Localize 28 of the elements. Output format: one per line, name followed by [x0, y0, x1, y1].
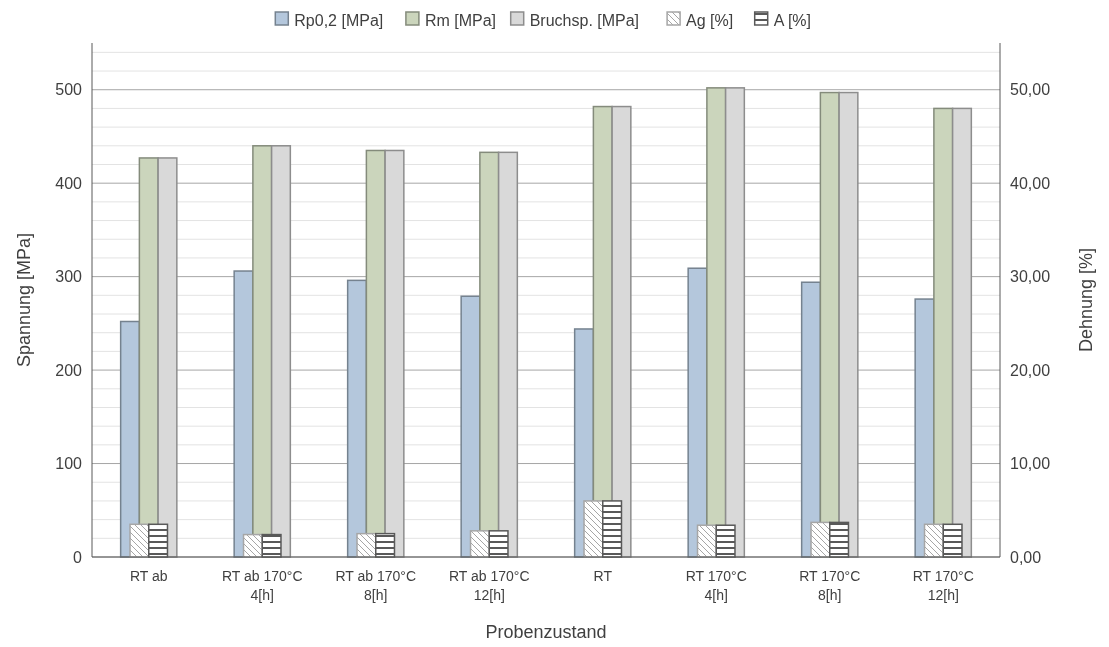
x-tick-label: RT ab 170°C 12[h]: [448, 568, 530, 603]
legend-label: Bruchsp. [MPa]: [529, 11, 640, 29]
legend-label: Rm [MPa]: [424, 11, 497, 29]
y2-tick-label: 30,00: [1010, 268, 1051, 286]
y2-tick-label: 40,00: [1010, 174, 1051, 192]
y2-axis-title: Dehnung [%]: [1076, 247, 1096, 353]
y2-tick-label: 10,00: [1010, 455, 1051, 473]
y-tick-label: 500: [55, 81, 83, 99]
x-tick-label: RT 170°C 8[h]: [799, 568, 861, 603]
x-tick-label: RT 170°C 4[h]: [685, 568, 747, 603]
x-tick-label: RT 170°C 12[h]: [912, 568, 974, 603]
y2-tick-label: 50,00: [1010, 81, 1051, 99]
y-tick-label: 300: [55, 268, 83, 286]
x-tick-label: RT ab 170°C 4[h]: [221, 568, 303, 603]
y-tick-label: 200: [55, 361, 83, 379]
legend-label: Ag [%]: [686, 11, 734, 29]
x-tick-label: RT: [593, 568, 613, 584]
y-tick-label: 100: [55, 455, 83, 473]
x-axis-title: Probenzustand: [485, 622, 607, 642]
y-tick-label: 0: [73, 548, 83, 566]
y2-tick-label: 0,00: [1010, 548, 1042, 566]
y2-tick-label: 20,00: [1010, 361, 1051, 379]
y-tick-label: 400: [55, 174, 83, 192]
y-axis-title: Spannung [MPa]: [14, 232, 34, 368]
legend-label: A [%]: [773, 11, 812, 29]
x-tick-label: RT ab 170°C 8[h]: [335, 568, 417, 603]
legend-label: Rp0,2 [MPa]: [294, 11, 384, 29]
x-tick-label: RT ab: [129, 568, 168, 584]
